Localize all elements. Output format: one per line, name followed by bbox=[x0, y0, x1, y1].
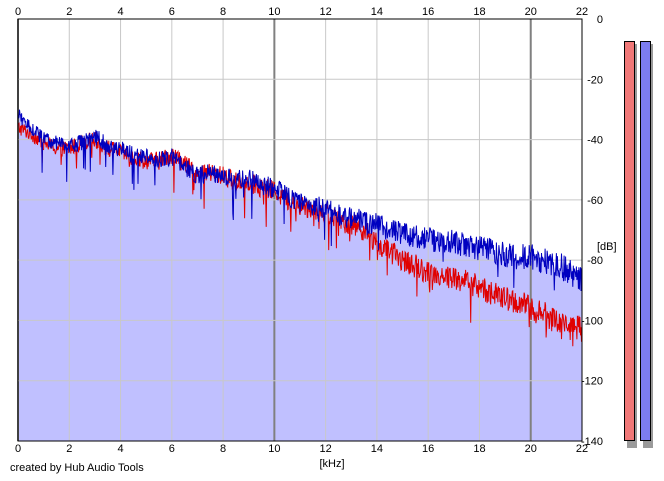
spectrum-fill-layer bbox=[18, 109, 582, 441]
plot-border bbox=[17, 18, 583, 442]
x-tick-label-bottom: 4 bbox=[117, 443, 123, 455]
x-tick-label-top: 8 bbox=[220, 6, 226, 18]
x-tick-label-top: 16 bbox=[422, 6, 434, 18]
x-tick-label-bottom: 8 bbox=[220, 443, 226, 455]
y-tick-label: -20 bbox=[587, 74, 603, 86]
x-tick-label-top: 12 bbox=[320, 6, 332, 18]
series-line-1 bbox=[17, 109, 583, 292]
y-tick-label: -140 bbox=[581, 436, 603, 448]
x-tick-label-top: 22 bbox=[576, 6, 588, 18]
y-ticks-right: 0 -20 -40 -60 -80 -100 -120 -140 bbox=[581, 14, 603, 448]
left-channel-meter bbox=[624, 41, 635, 441]
x-tick-label-top: 0 bbox=[15, 6, 21, 18]
y-tick-label: -80 bbox=[587, 255, 603, 267]
y-tick-label: -40 bbox=[587, 135, 603, 147]
series-layer bbox=[17, 109, 583, 347]
credit-text: created by Hub Audio Tools bbox=[10, 462, 144, 474]
x-tick-label-top: 10 bbox=[268, 6, 280, 18]
x-tick-label-bottom: 16 bbox=[422, 443, 434, 455]
y-tick-label: -120 bbox=[581, 376, 603, 388]
x-tick-label-top: 6 bbox=[169, 6, 175, 18]
x-tick-label-bottom: 6 bbox=[169, 443, 175, 455]
spectrum-fill-area bbox=[18, 109, 582, 441]
x-tick-label-bottom: 12 bbox=[320, 443, 332, 455]
x-tick-label-bottom: 22 bbox=[576, 443, 588, 455]
y-axis-unit-label: [dB] bbox=[597, 241, 617, 253]
x-tick-label-bottom: 0 bbox=[15, 443, 21, 455]
y-tick-label: 0 bbox=[597, 14, 603, 26]
right-channel-meter bbox=[640, 41, 651, 441]
y-tick-label: -100 bbox=[581, 315, 603, 327]
x-tick-label-bottom: 20 bbox=[525, 443, 537, 455]
x-ticks-bottom: 0 2 4 6 8 10 12 14 16 18 20 22 bbox=[15, 443, 588, 455]
y-tick-label: -60 bbox=[587, 195, 603, 207]
x-tick-label-bottom: 10 bbox=[268, 443, 280, 455]
x-tick-label-top: 14 bbox=[371, 6, 383, 18]
x-tick-label-top: 18 bbox=[473, 6, 485, 18]
x-tick-label-bottom: 18 bbox=[473, 443, 485, 455]
x-tick-label-top: 2 bbox=[66, 6, 72, 18]
x-tick-label-bottom: 14 bbox=[371, 443, 383, 455]
x-axis-unit-label: [kHz] bbox=[319, 458, 344, 470]
x-tick-label-bottom: 2 bbox=[66, 443, 72, 455]
x-ticks-top: 0 2 4 6 8 10 12 14 16 18 20 22 bbox=[15, 6, 588, 18]
x-tick-label-top: 4 bbox=[117, 6, 123, 18]
x-tick-label-top: 20 bbox=[525, 6, 537, 18]
